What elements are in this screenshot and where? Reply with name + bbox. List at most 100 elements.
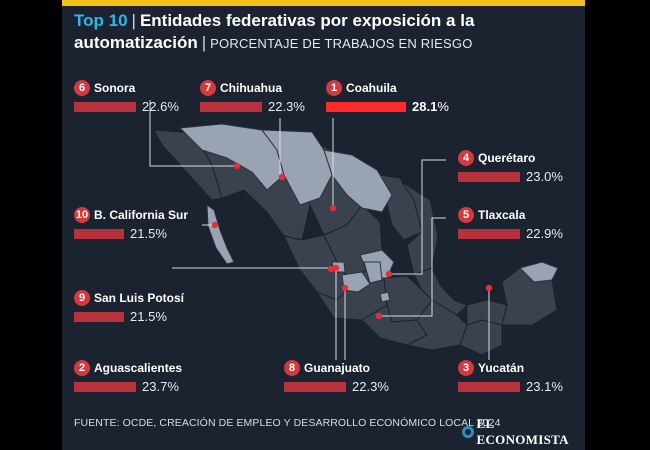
value-unit: %	[167, 379, 179, 394]
state-name: Guanajuato	[304, 361, 371, 375]
value-bar	[458, 381, 520, 392]
logo-mark-icon	[462, 426, 474, 438]
state-label-yucatan: 3 Yucatán 23.1%	[458, 360, 563, 394]
value-label: 22.6%	[142, 99, 179, 114]
state-name-row: 5 Tlaxcala	[458, 207, 563, 223]
state-markers	[211, 162, 493, 320]
state-shape-yucatan	[519, 261, 559, 283]
value-bar	[458, 228, 520, 239]
value-label: 22.3%	[268, 99, 305, 114]
value-number: 22.3	[352, 379, 378, 394]
state-name-row: 9 San Luis Potosí	[74, 290, 184, 306]
state-name: Aguascalientes	[94, 361, 183, 375]
leader-line-sonora	[149, 100, 237, 167]
leader-line-queretaro	[389, 159, 446, 275]
value-label: 21.5%	[130, 309, 167, 324]
value-bar	[74, 101, 136, 112]
state-marker-yucatan	[485, 284, 493, 292]
state-name-row: 8 Guanajuato	[284, 360, 389, 376]
rank-badge: 8	[284, 360, 300, 376]
state-name: Yucatán	[478, 361, 525, 375]
state-shape-tlaxcala	[379, 291, 391, 303]
state-name: San Luis Potosí	[94, 291, 185, 305]
brand-logo: EL ECONOMISTA	[462, 416, 585, 448]
title-separator: |	[131, 11, 136, 30]
value-bar	[458, 171, 520, 182]
state-name: Sonora	[94, 81, 136, 95]
value-label: 21.5%	[130, 226, 167, 241]
value-row: 28.1%	[326, 99, 449, 114]
state-shape-b-california-sur	[206, 204, 235, 265]
state-label-b-california-sur: 10 B. California Sur 21.5%	[74, 207, 188, 241]
rank-badge: 7	[200, 80, 216, 96]
rank-badge: 10	[74, 207, 90, 223]
value-row: 21.5%	[74, 226, 188, 241]
state-label-guanajuato: 8 Guanajuato 22.3%	[284, 360, 389, 394]
state-label-tlaxcala: 5 Tlaxcala 22.9%	[458, 207, 563, 241]
value-unit: %	[167, 99, 179, 114]
state-shape-sonora	[179, 123, 285, 191]
value-number: 21.5	[130, 226, 156, 241]
state-name: Coahuila	[346, 81, 397, 95]
value-number: 21.5	[130, 309, 156, 324]
state-name: B. California Sur	[94, 208, 189, 222]
chart-subtitle: PORCENTAJE DE TRABAJOS EN RIESGO	[210, 36, 473, 51]
value-unit: %	[437, 99, 449, 114]
value-unit: %	[551, 379, 563, 394]
value-label: 22.3%	[352, 379, 389, 394]
state-name: Tlaxcala	[478, 208, 526, 222]
state-label-san-luis-potosi: 9 San Luis Potosí 21.5%	[74, 290, 184, 324]
value-label: 23.1%	[526, 379, 563, 394]
value-row: 22.3%	[284, 379, 389, 394]
value-unit: %	[155, 226, 167, 241]
state-label-sonora: 6 Sonora 22.6%	[74, 80, 179, 114]
state-marker-queretaro	[385, 270, 393, 278]
rank-badge: 2	[74, 360, 90, 376]
rank-badge: 4	[458, 150, 474, 166]
value-number: 23.1	[526, 379, 552, 394]
value-bar	[74, 311, 124, 322]
state-shape-tabasco	[466, 299, 508, 326]
value-label: 23.7%	[142, 379, 179, 394]
brand-name: EL ECONOMISTA	[476, 416, 569, 447]
mexico-map	[149, 100, 559, 360]
value-row: 22.3%	[200, 99, 305, 114]
value-row: 21.5%	[74, 309, 184, 324]
state-name-row: 4 Querétaro	[458, 150, 563, 166]
state-marker-coahuila	[329, 204, 337, 212]
rank-badge: 6	[74, 80, 90, 96]
value-row: 23.7%	[74, 379, 182, 394]
state-name-row: 3 Yucatán	[458, 360, 563, 376]
source-note: FUENTE: OCDE, CREACIÓN DE EMPLEO Y DESAR…	[74, 417, 501, 429]
state-name-row: 7 Chihuahua	[200, 80, 305, 96]
value-number: 22.9	[526, 226, 552, 241]
state-shape-queretaro	[363, 261, 383, 284]
value-number: 28.1	[412, 99, 438, 114]
brand-top-bar	[62, 0, 585, 6]
state-marker-tlaxcala	[375, 312, 383, 320]
state-marker-b-california-sur	[211, 221, 219, 229]
value-row: 22.6%	[74, 99, 179, 114]
chart-title: Top 10 | Entidades federativas por exposic…	[74, 10, 574, 55]
value-unit: %	[155, 309, 167, 324]
value-unit: %	[377, 379, 389, 394]
value-unit: %	[551, 169, 563, 184]
state-label-queretaro: 4 Querétaro 23.0%	[458, 150, 563, 184]
state-marker-chihuahua	[278, 173, 286, 181]
value-number: 22.3	[268, 99, 294, 114]
infographic: Top 10 | Entidades federativas por exposic…	[62, 0, 585, 450]
value-row: 23.0%	[458, 169, 563, 184]
value-bar	[284, 381, 346, 392]
subtitle-separator: |	[201, 33, 207, 52]
value-number: 23.7	[142, 379, 168, 394]
title-top10: Top 10	[74, 11, 128, 30]
title-text: Entidades federativas por exposición a l…	[74, 11, 475, 52]
value-row: 23.1%	[458, 379, 563, 394]
value-label: 23.0%	[526, 169, 563, 184]
state-name-row: 10 B. California Sur	[74, 207, 188, 223]
state-shape-coahuila	[323, 149, 393, 213]
value-number: 22.6	[142, 99, 168, 114]
rank-badge: 3	[458, 360, 474, 376]
state-name: Chihuahua	[220, 81, 282, 95]
state-label-aguascalientes: 2 Aguascalientes 23.7%	[74, 360, 182, 394]
